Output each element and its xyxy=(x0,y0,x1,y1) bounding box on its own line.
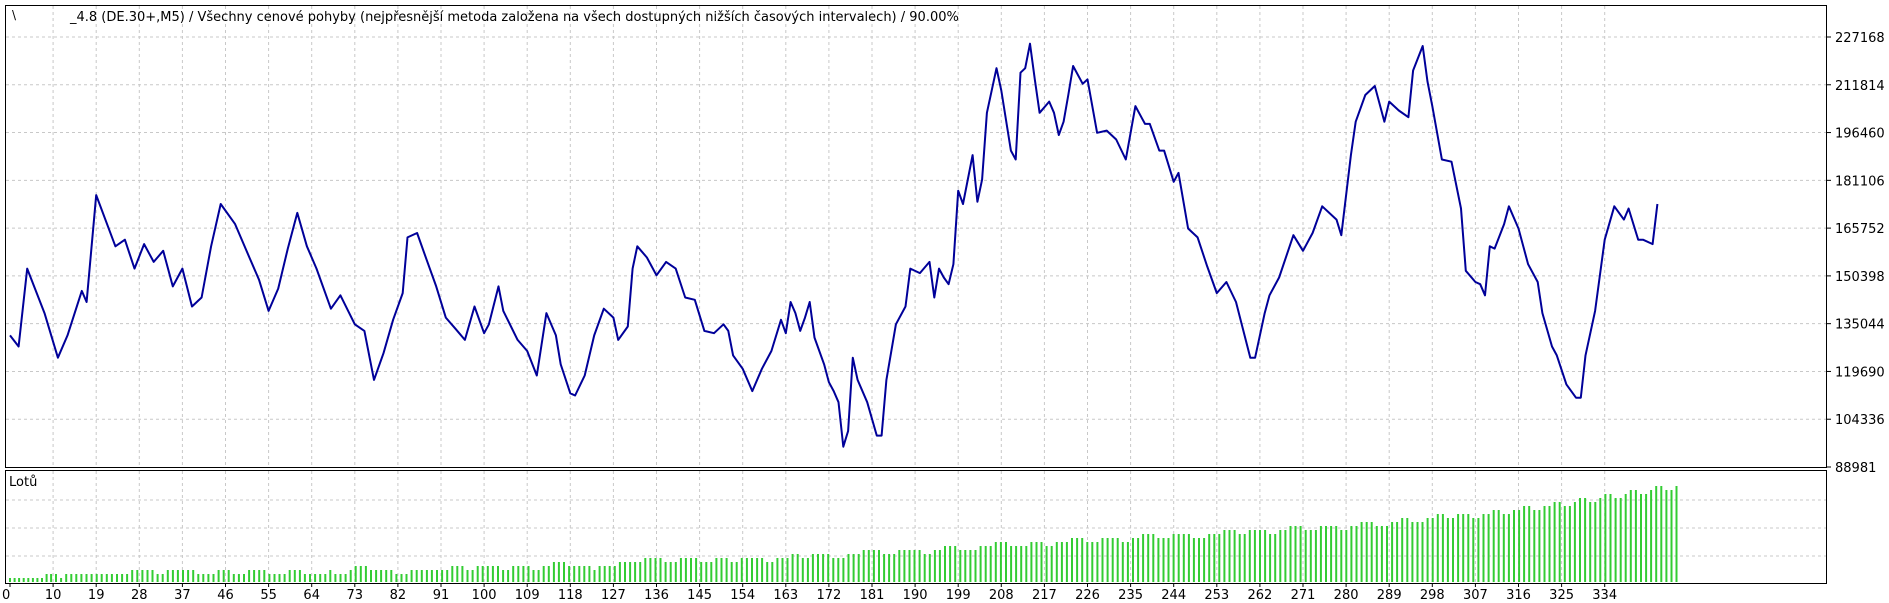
x-tick-label: 271 xyxy=(1291,588,1316,603)
balance-series-line xyxy=(9,42,1659,448)
chart-title: _4.8 (DE.30+,M5) / Všechny cenové pohyby… xyxy=(69,10,959,25)
y-tick-label: 181106 xyxy=(1835,174,1885,189)
x-tick-label: 109 xyxy=(515,588,540,603)
x-tick-label: 19 xyxy=(88,588,105,603)
y-tick-label: 211814 xyxy=(1835,79,1885,94)
lower-panel-frame xyxy=(5,470,1827,584)
x-tick-label: 154 xyxy=(730,588,755,603)
x-tick-label: 235 xyxy=(1118,588,1143,603)
x-tick-label: 10 xyxy=(45,588,62,603)
x-tick-label: 145 xyxy=(687,588,712,603)
y-tick-label: 104336 xyxy=(1835,413,1885,428)
x-tick-label: 91 xyxy=(433,588,450,603)
x-tick-label: 262 xyxy=(1247,588,1272,603)
x-tick-label: 46 xyxy=(217,588,234,603)
x-tick-label: 334 xyxy=(1592,588,1617,603)
x-tick-label: 298 xyxy=(1420,588,1445,603)
x-tick-label: 325 xyxy=(1549,588,1574,603)
x-tick-label: 307 xyxy=(1463,588,1488,603)
lots-label: Lotů xyxy=(9,475,37,490)
y-tick-label: 150398 xyxy=(1835,270,1885,285)
x-tick-label: 289 xyxy=(1377,588,1402,603)
x-tick-label: 199 xyxy=(946,588,971,603)
x-tick-label: 136 xyxy=(644,588,669,603)
x-tick-label: 181 xyxy=(860,588,885,603)
y-axis-ticks: 227168 211814 196460 181106 165752 150398 1350… xyxy=(1826,31,1885,476)
x-tick-label: 226 xyxy=(1075,588,1100,603)
y-tick-label: 196460 xyxy=(1835,127,1885,142)
x-tick-label: 118 xyxy=(558,588,583,603)
x-tick-label: 55 xyxy=(260,588,277,603)
x-tick-label: 244 xyxy=(1161,588,1186,603)
x-tick-label: 172 xyxy=(816,588,841,603)
x-tick-label: 28 xyxy=(131,588,148,603)
x-tick-label: 208 xyxy=(989,588,1014,603)
x-tick-label: 217 xyxy=(1032,588,1057,603)
y-tick-label: 119690 xyxy=(1835,365,1885,380)
y-tick-label: 88981 xyxy=(1835,461,1876,476)
x-tick-label: 100 xyxy=(472,588,497,603)
upper-panel-frame xyxy=(5,5,1827,468)
x-tick-label: 0 xyxy=(2,588,10,603)
x-tick-label: 190 xyxy=(903,588,928,603)
x-tick-label: 37 xyxy=(174,588,191,603)
x-tick-label: 127 xyxy=(601,588,626,603)
x-tick-label: 280 xyxy=(1334,588,1359,603)
upper-grid xyxy=(6,6,1826,467)
y-tick-label: 227168 xyxy=(1835,31,1885,46)
x-tick-label: 82 xyxy=(390,588,407,603)
x-tick-label: 64 xyxy=(303,588,320,603)
y-tick-label: 135044 xyxy=(1835,318,1885,333)
x-axis-ticks: 0 10 19 28 37 46 55 64 73 82 91 100 109 118 127 136 145 1… xyxy=(2,583,1617,603)
x-tick-label: 316 xyxy=(1506,588,1531,603)
y-tick-label: 165752 xyxy=(1835,222,1885,237)
lots-series xyxy=(9,486,1678,582)
lower-grid xyxy=(6,471,1826,583)
title-mark: \ xyxy=(12,8,17,22)
x-tick-label: 163 xyxy=(773,588,798,603)
x-tick-label: 253 xyxy=(1204,588,1229,603)
x-tick-label: 73 xyxy=(347,588,364,603)
